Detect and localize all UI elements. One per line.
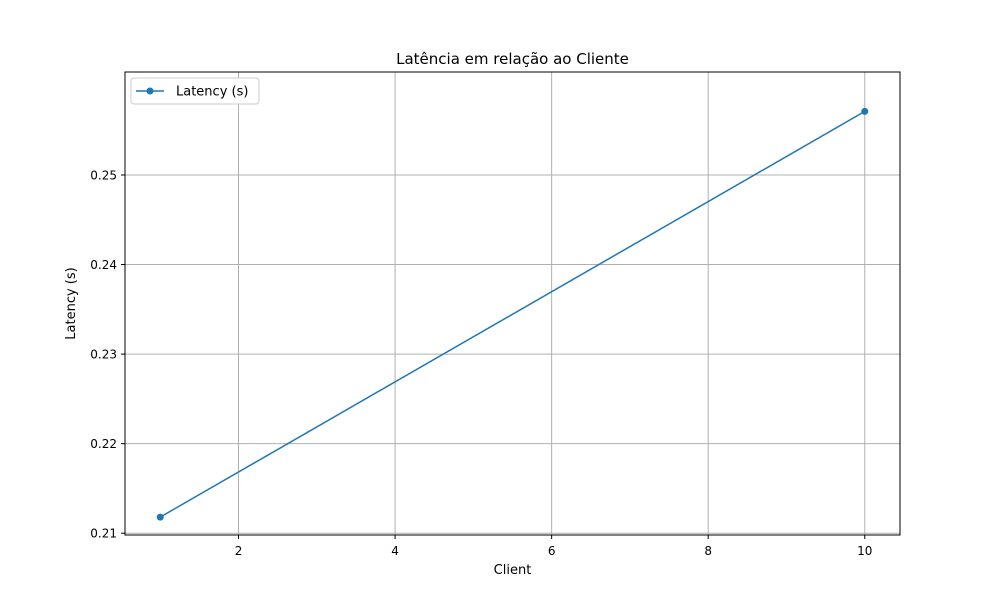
data-point [156,513,164,521]
plot-area-background [125,72,900,535]
y-tick-label: 0.21 [90,527,117,541]
x-tick-label: 6 [548,544,556,558]
y-axis-label: Latency (s) [64,267,79,339]
x-tick-label: 2 [235,544,243,558]
y-axis-ticks: 0.21 0.22 0.23 0.24 0.25 [90,168,125,541]
plot-frame [124,71,901,536]
legend-marker-swatch [146,87,154,95]
grid [125,72,900,535]
y-tick-label: 0.24 [90,258,117,272]
chart-title: Latência em relação ao Cliente [396,50,629,68]
x-axis-label: Client [494,563,532,578]
legend: Latency (s) [130,77,260,105]
y-tick-label: 0.25 [90,168,117,182]
series-line [159,110,866,518]
x-axis-ticks: 2 4 6 8 10 [235,535,872,558]
data-point [861,107,869,115]
legend-box [130,77,260,105]
x-tick-label: 8 [704,544,712,558]
y-tick-label: 0.23 [90,348,117,362]
series-layer [156,107,869,521]
y-tick-label: 0.22 [90,437,117,451]
x-tick-label: 4 [391,544,399,558]
legend-label-latency: Latency (s) [176,85,248,100]
x-tick-label: 10 [857,544,872,558]
